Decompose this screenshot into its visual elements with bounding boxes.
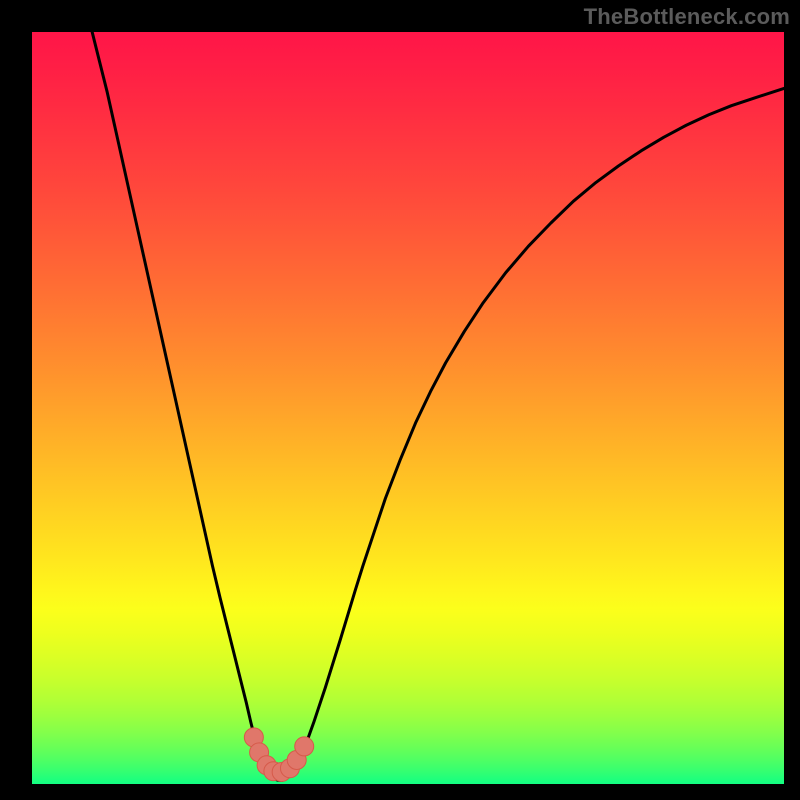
curve-marker [295, 737, 314, 756]
chart-frame: TheBottleneck.com [0, 0, 800, 800]
chart-svg [32, 32, 784, 784]
plot-background [32, 32, 784, 784]
plot-area [32, 32, 784, 784]
watermark-label: TheBottleneck.com [584, 4, 790, 30]
